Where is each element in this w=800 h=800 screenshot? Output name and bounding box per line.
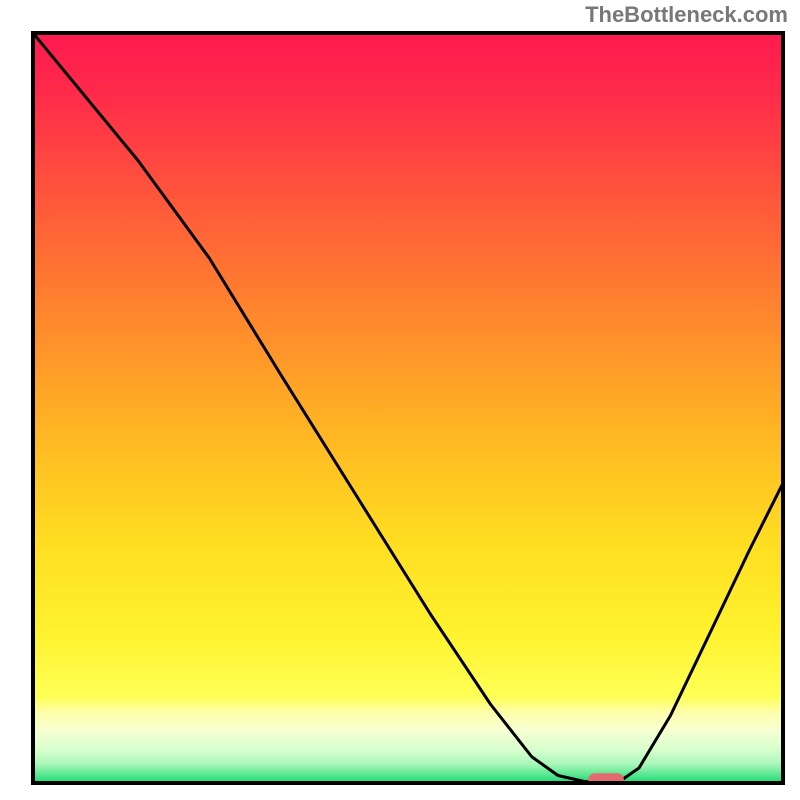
- watermark-text: TheBottleneck.com: [585, 2, 788, 28]
- bottleneck-chart: [0, 0, 800, 800]
- plot-background: [33, 33, 783, 783]
- chart-container: TheBottleneck.com: [0, 0, 800, 800]
